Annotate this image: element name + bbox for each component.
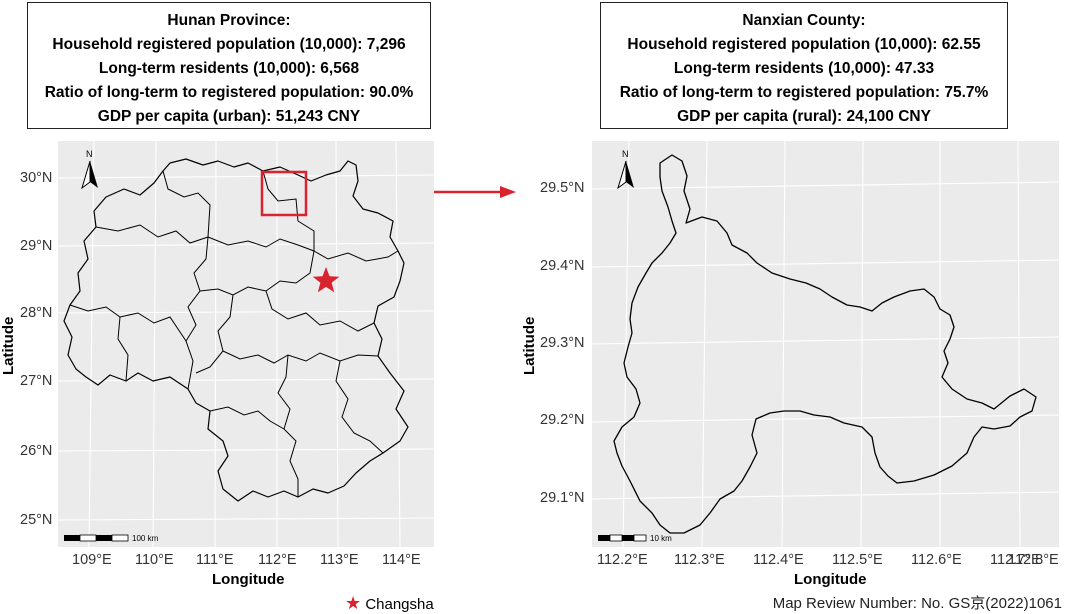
changsha-star	[312, 267, 340, 293]
right-x-tick: 112.4°E	[753, 552, 804, 568]
right-y-tick: 29.2°N	[540, 412, 585, 428]
hunan-title: Hunan Province:	[167, 12, 291, 29]
left-y-tick: 30°N	[20, 170, 53, 186]
left-x-tick: 114°E	[382, 552, 421, 568]
left-x-tick: 111°E	[196, 552, 234, 568]
north-arrow-icon: N	[617, 149, 634, 190]
right-y-axis-title: Latitude	[521, 316, 538, 375]
left-y-tick: 28°N	[20, 305, 53, 321]
right-x-tick: 112.7°E	[990, 552, 1041, 568]
changsha-legend-label: Changsha	[365, 596, 434, 613]
hunan-outline	[63, 158, 409, 502]
svg-text:100 km: 100 km	[132, 534, 159, 543]
left-y-tick: 29°N	[20, 238, 53, 254]
star-icon: ★	[345, 593, 362, 613]
changsha-legend: ★ Changsha	[345, 593, 434, 614]
map-review-number: Map Review Number: No. GS京(2022)1061	[772, 595, 1062, 612]
nanxian-long-term-residents: Long-term residents (10,000): 47.33	[673, 60, 935, 77]
right-x-tick: 112.2°E	[597, 552, 648, 568]
left-y-tick: 26°N	[20, 443, 53, 459]
nanxian-inset-rectangle	[260, 170, 308, 217]
nanxian-title: Nanxian County:	[742, 12, 866, 29]
right-x-tick: 112.3°E	[674, 552, 725, 568]
nanxian-gdp: GDP per capita (rural): 24,100 CNY	[677, 108, 931, 125]
left-x-tick: 112°E	[258, 552, 297, 568]
nanxian-registered-population: Household registered population (10,000)…	[627, 36, 981, 53]
nanxian-outline	[613, 154, 1037, 534]
nanxian-info-box: Nanxian County: Household registered pop…	[600, 2, 1008, 129]
nanxian-map: N 10 km	[592, 141, 1059, 547]
nanxian-ratio: Ratio of long-term to registered populat…	[619, 84, 989, 101]
svg-text:10 km: 10 km	[650, 534, 672, 543]
left-y-tick: 25°N	[20, 512, 53, 528]
right-x-tick: 112.6°E	[911, 552, 962, 568]
nanxian-graticule	[592, 141, 1059, 547]
north-arrow-icon: N	[81, 149, 98, 190]
left-x-tick: 113°E	[320, 552, 359, 568]
hunan-ratio: Ratio of long-term to registered populat…	[44, 84, 414, 101]
svg-text:N: N	[622, 149, 629, 159]
hunan-prefecture-boundaries	[69, 170, 399, 497]
scale-bar: 10 km	[598, 534, 672, 543]
hunan-graticule	[58, 141, 434, 547]
left-x-tick: 109°E	[72, 552, 112, 568]
left-y-tick: 27°N	[20, 373, 53, 389]
right-y-tick: 29.1°N	[540, 490, 585, 506]
left-x-axis-title: Longitude	[212, 571, 285, 588]
left-x-tick: 110°E	[135, 552, 174, 568]
svg-text:N: N	[86, 149, 93, 159]
hunan-map: N 100 km	[58, 141, 434, 547]
right-y-tick: 29.3°N	[540, 335, 585, 351]
nanxian-map-panel: N 10 km	[592, 141, 1059, 547]
scale-bar: 100 km	[64, 534, 159, 543]
hunan-map-panel: N 100 km	[58, 141, 434, 547]
right-y-tick: 29.5°N	[540, 180, 585, 196]
right-x-tick: 112.5°E	[832, 552, 883, 568]
right-y-tick: 29.4°N	[540, 258, 585, 274]
right-x-axis-title: Longitude	[794, 571, 867, 588]
hunan-info-box: Hunan Province: Household registered pop…	[27, 2, 431, 129]
right-x-tick-last: 112.8°E	[1008, 552, 1059, 568]
hunan-gdp: GDP per capita (urban): 51,243 CNY	[97, 108, 361, 125]
hunan-registered-population: Household registered population (10,000)…	[52, 36, 406, 53]
hunan-long-term-residents: Long-term residents (10,000): 6,568	[98, 60, 360, 77]
left-y-axis-title: Latitude	[0, 316, 17, 375]
